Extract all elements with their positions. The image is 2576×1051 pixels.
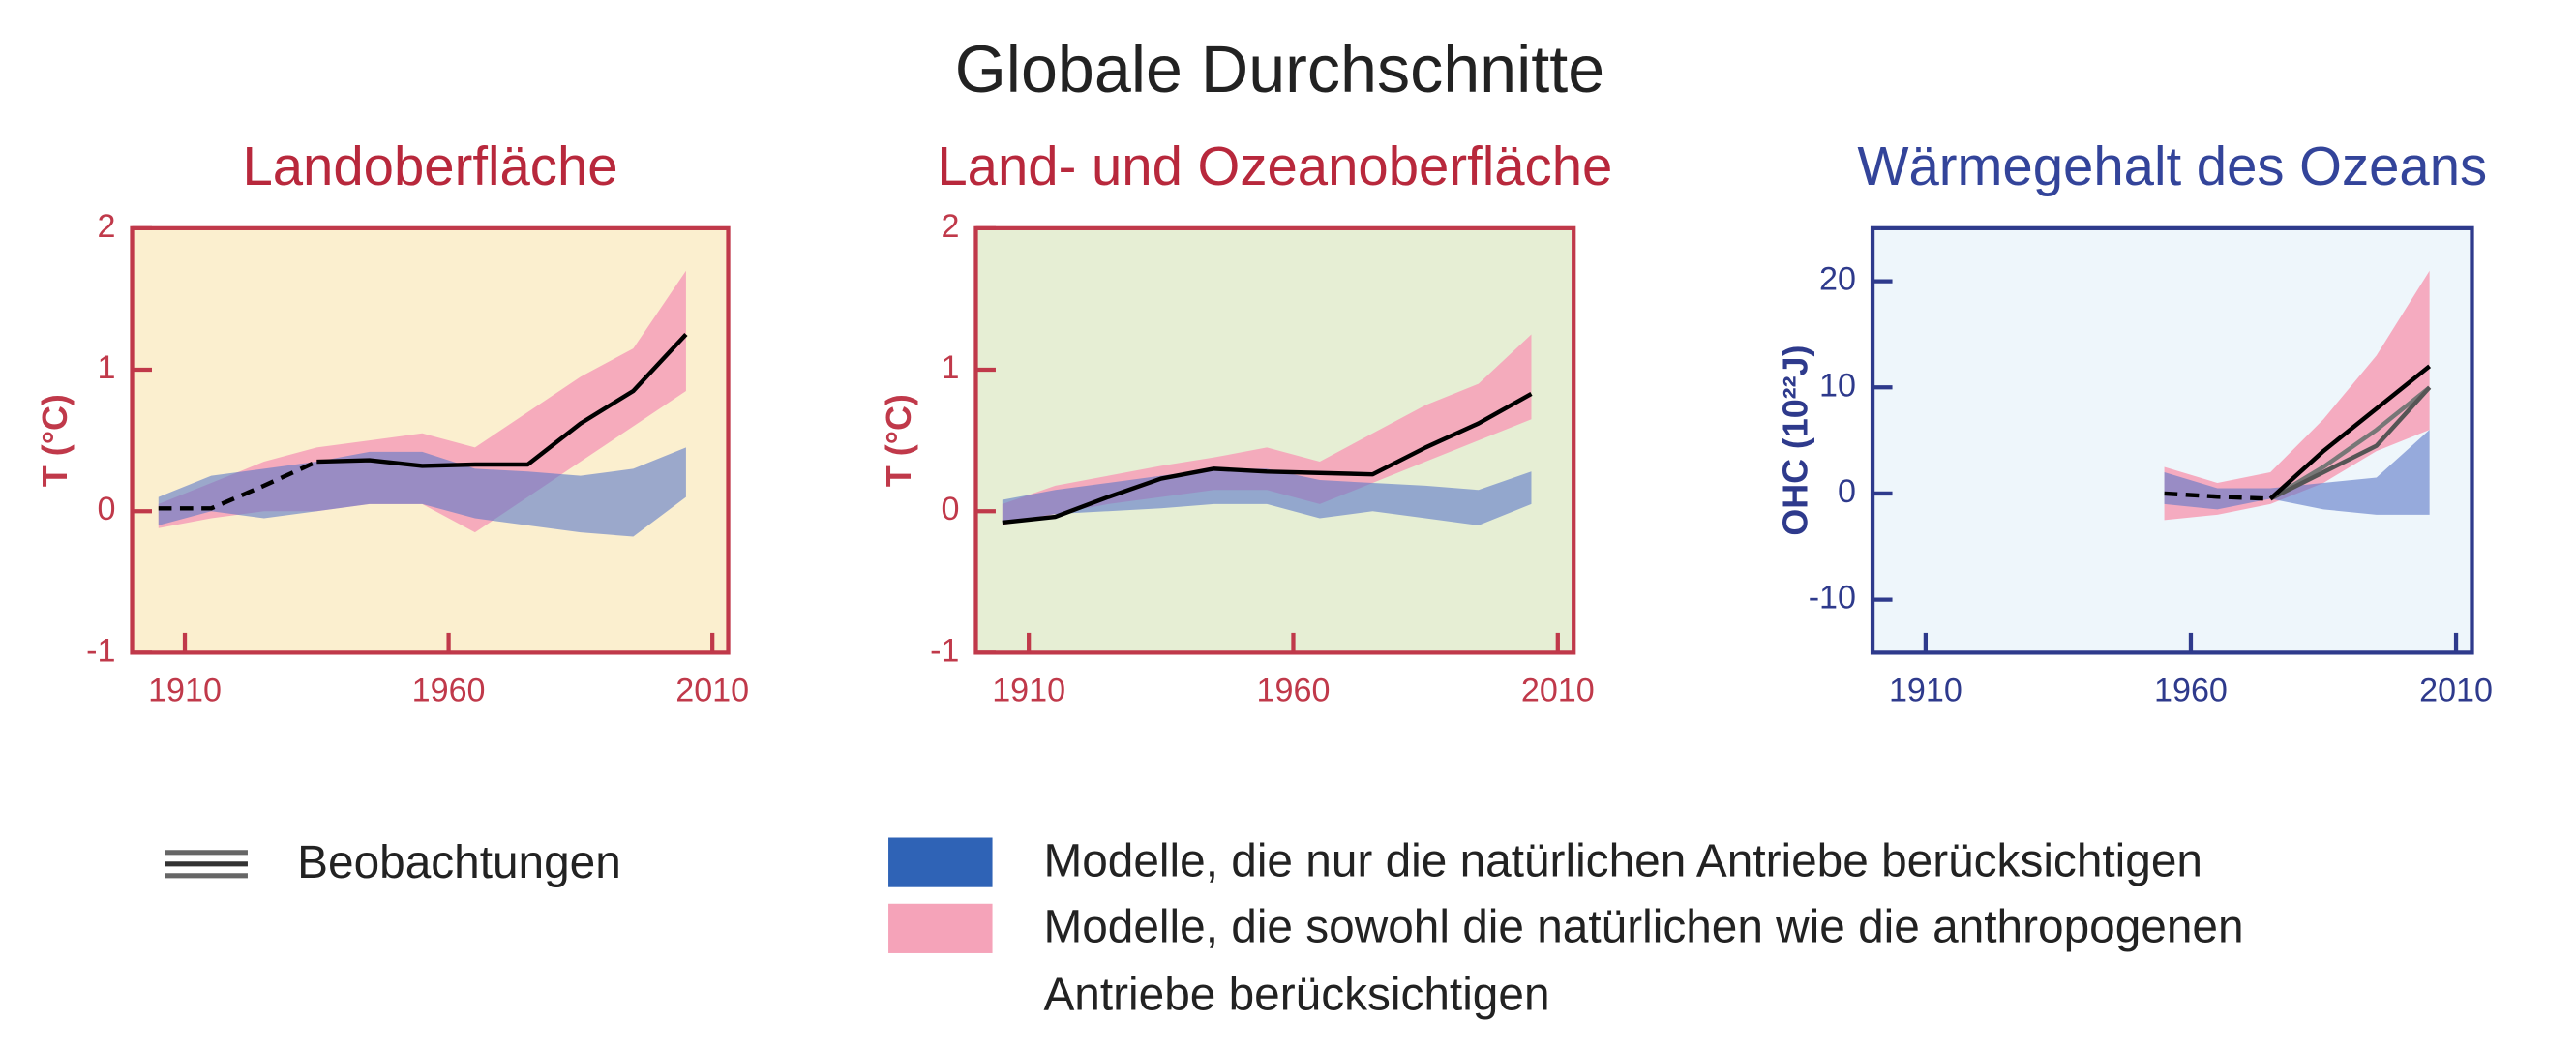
y-tick-label: -1 xyxy=(86,632,115,669)
observation-line xyxy=(2268,364,2432,501)
panel-title: Land- und Ozeanoberfläche xyxy=(937,135,1612,196)
legend-label: Antriebe berücksichtigen xyxy=(1043,970,1549,1021)
legend-band-swatch xyxy=(888,903,993,953)
x-tick-label: 1960 xyxy=(412,672,486,708)
model-band xyxy=(2164,430,2430,515)
y-tick-label: 0 xyxy=(97,491,115,527)
x-tick-label: 1910 xyxy=(992,672,1065,708)
model-band xyxy=(1002,468,1532,526)
model-band xyxy=(2164,270,2430,521)
figure-title: Globale Durchschnitte xyxy=(955,33,1604,106)
x-tick-label: 1910 xyxy=(148,672,222,708)
x-tick-label: 1910 xyxy=(1889,672,1962,708)
y-tick-label: 0 xyxy=(1838,473,1856,510)
x-tick-label: 1960 xyxy=(1257,672,1331,708)
legend-label: Beobachtungen xyxy=(297,837,621,888)
y-tick-label: 10 xyxy=(1819,367,1856,404)
x-tick-label: 2010 xyxy=(2419,672,2493,708)
panel-title: Wärmegehalt des Ozeans xyxy=(1857,135,2487,196)
observation-line xyxy=(2269,385,2432,501)
x-tick-label: 2010 xyxy=(1521,672,1595,708)
y-tick-label: 0 xyxy=(941,491,959,527)
plot-frame xyxy=(130,225,731,655)
y-tick-label: 2 xyxy=(941,208,959,245)
legend-label: Modelle, die sowohl die natürlichen wie … xyxy=(1043,902,2243,953)
legend-label: Modelle, die nur die natürlichen Antrieb… xyxy=(1043,835,2202,886)
observation-line xyxy=(2269,385,2432,501)
y-tick-label: -10 xyxy=(1809,580,1856,616)
y-tick-label: 1 xyxy=(97,349,115,386)
y-axis-label: T (°C) xyxy=(36,394,75,487)
legend-band-swatch xyxy=(888,837,993,887)
y-axis-label: T (°C) xyxy=(880,394,918,487)
observation-line xyxy=(1002,391,1533,526)
observation-line xyxy=(2164,491,2271,501)
plot-background xyxy=(975,227,1574,653)
observation-line xyxy=(158,460,318,511)
plot-frame xyxy=(1870,225,2474,655)
y-tick-label: -1 xyxy=(930,632,959,669)
plot-frame xyxy=(973,225,1576,655)
y-tick-label: 20 xyxy=(1819,261,1856,298)
model-band xyxy=(1002,334,1532,526)
y-tick-label: 1 xyxy=(941,349,959,386)
y-axis-label: OHC (10²²J) xyxy=(1777,345,1815,536)
x-tick-label: 1960 xyxy=(2154,672,2228,708)
observation-line xyxy=(316,332,688,468)
model-band xyxy=(158,447,686,537)
x-tick-label: 2010 xyxy=(675,672,749,708)
panel-title: Landoberfläche xyxy=(242,135,617,196)
y-tick-label: 2 xyxy=(97,208,115,245)
